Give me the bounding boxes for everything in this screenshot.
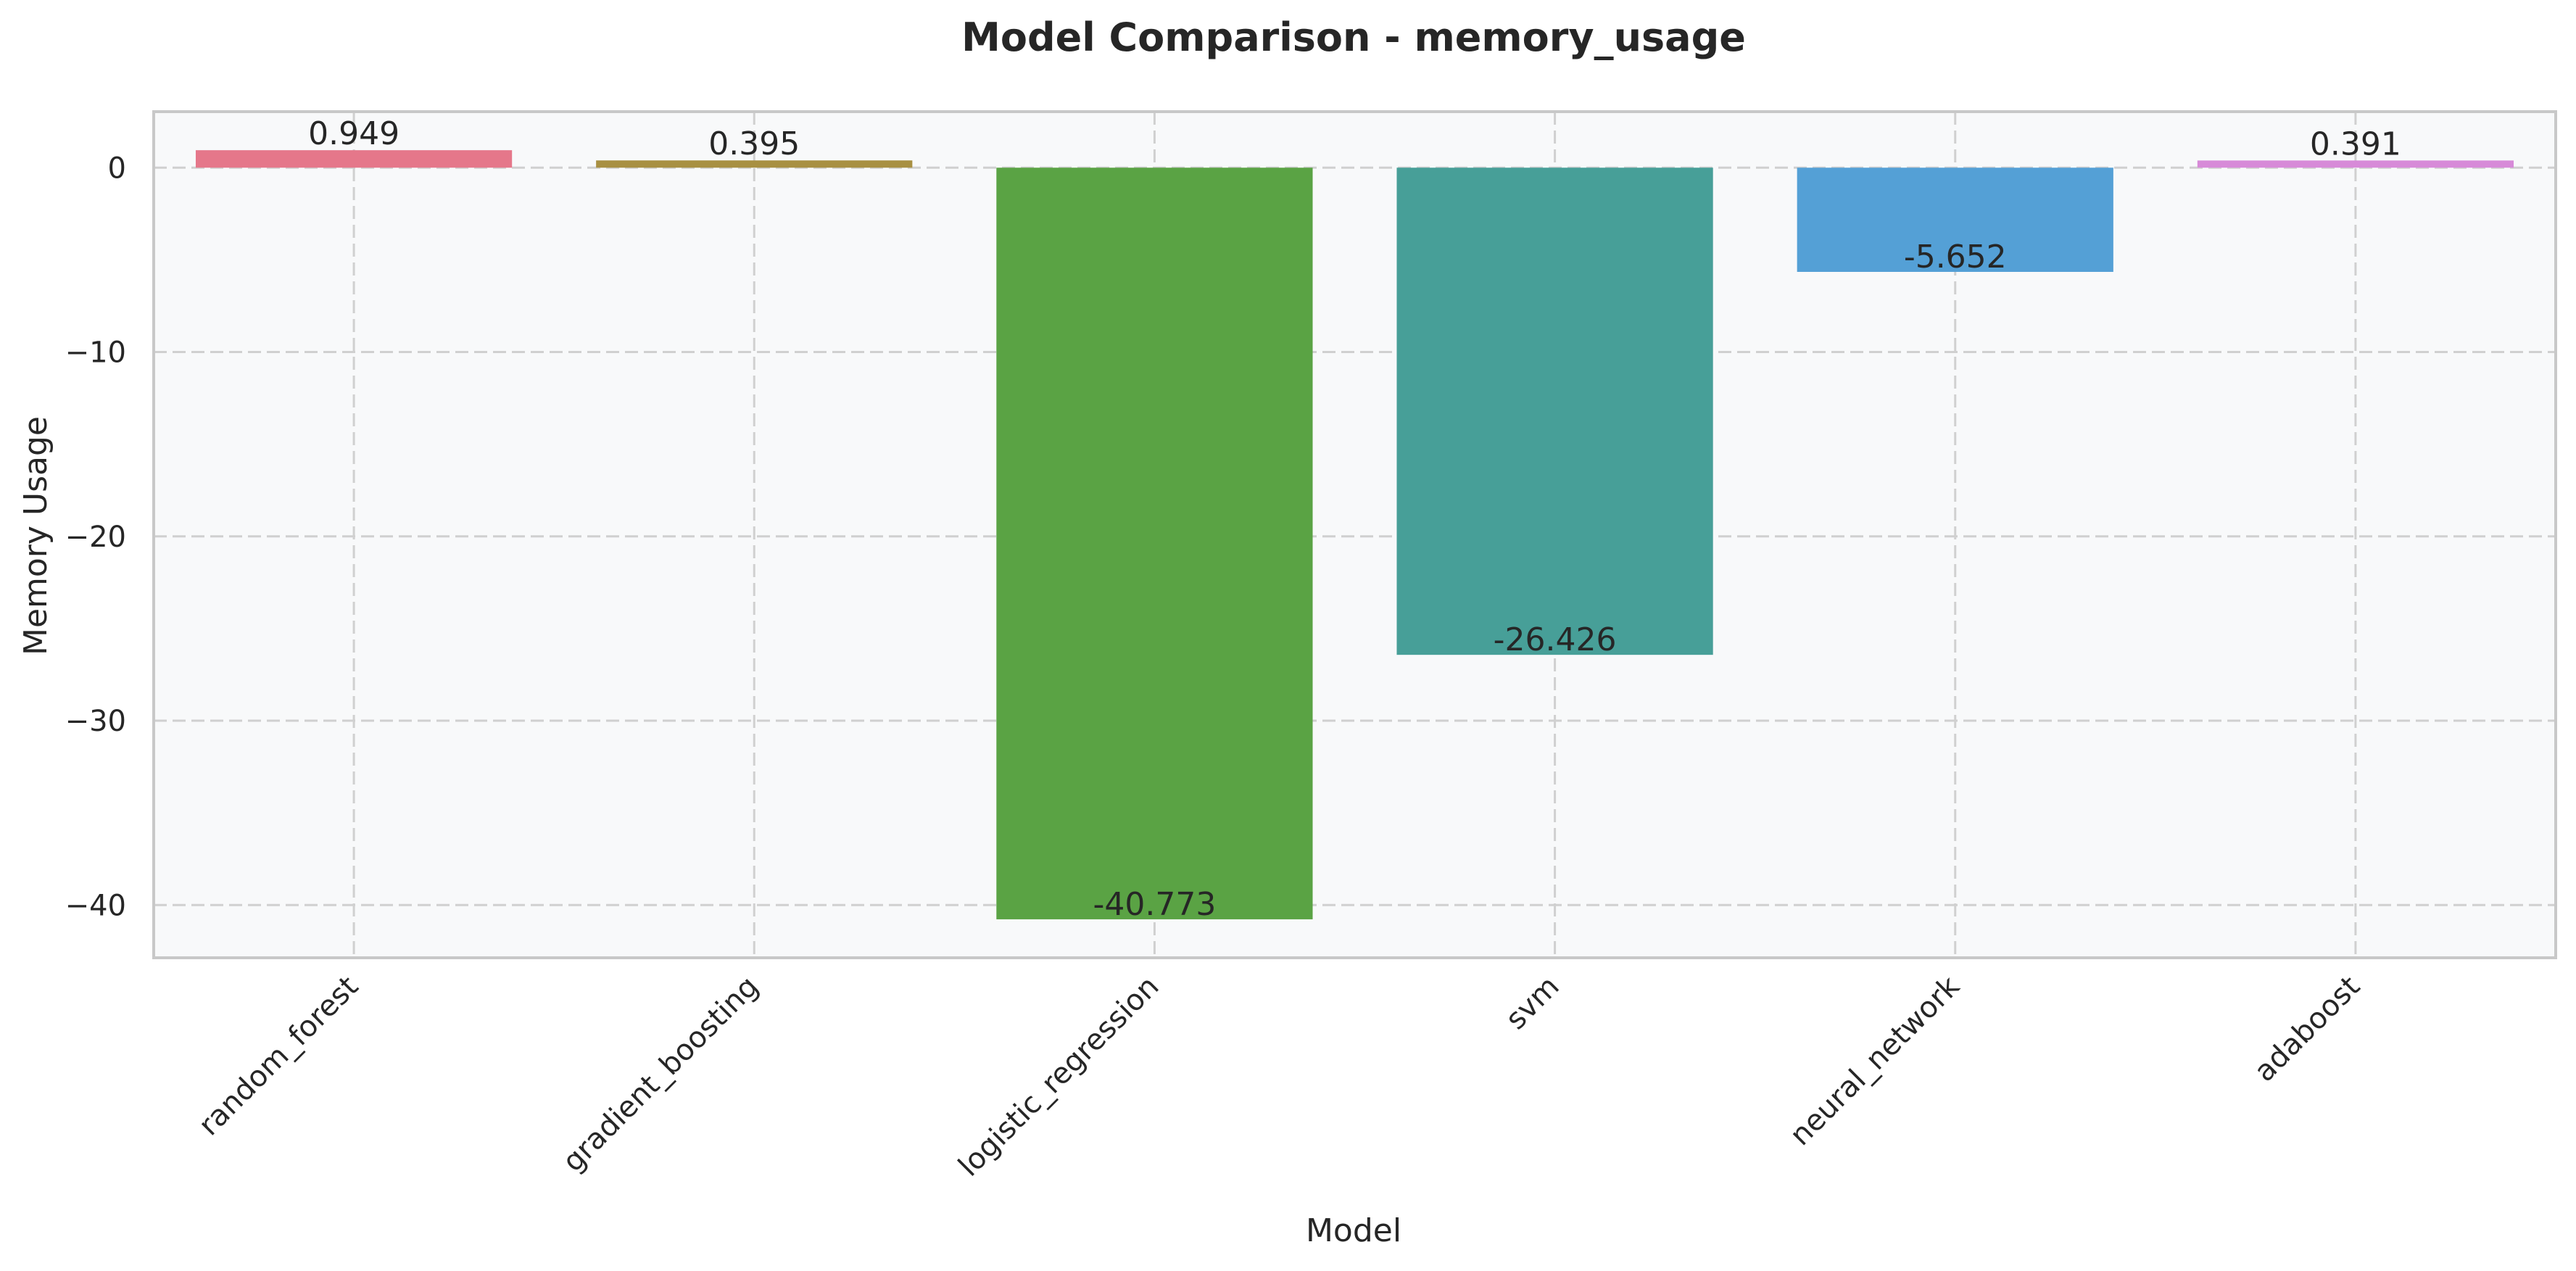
- bar-gradient_boosting: [596, 160, 913, 168]
- y-axis-label: Memory Usage: [17, 416, 54, 655]
- y-tick-label: −40: [65, 889, 126, 922]
- bar-logistic_regression: [996, 167, 1313, 919]
- y-tick-label: −30: [65, 705, 126, 738]
- bar-svm: [1396, 167, 1713, 655]
- chart-title: Model Comparison - memory_usage: [961, 15, 1746, 60]
- bar-random_forest: [195, 150, 513, 168]
- bar-adaboost: [2197, 160, 2514, 168]
- plot-area: [154, 112, 2556, 958]
- y-axis-ticks: 0 −10 −20 −30 −40: [65, 152, 126, 922]
- data-labels: 0.949 0.395 -40.773 -26.426 -5.652 0.391: [308, 115, 2401, 923]
- y-tick-label: −20: [65, 521, 126, 554]
- data-label-adaboost: 0.391: [2310, 125, 2401, 162]
- data-label-gradient_boosting: 0.395: [708, 125, 800, 162]
- x-axis-label: Model: [1306, 1212, 1401, 1249]
- grid-lines: [154, 112, 2556, 958]
- data-label-neural_network: -5.652: [1904, 239, 2007, 276]
- data-label-svm: -26.426: [1494, 621, 1617, 658]
- data-label-logistic_regression: -40.773: [1093, 886, 1216, 923]
- y-tick-label: −10: [65, 336, 126, 370]
- plot-frame: [152, 110, 2557, 959]
- y-tick-label: 0: [108, 152, 126, 185]
- bar-neural_network: [1797, 167, 2113, 272]
- data-label-random_forest: 0.949: [308, 115, 399, 152]
- bars: [195, 150, 2514, 919]
